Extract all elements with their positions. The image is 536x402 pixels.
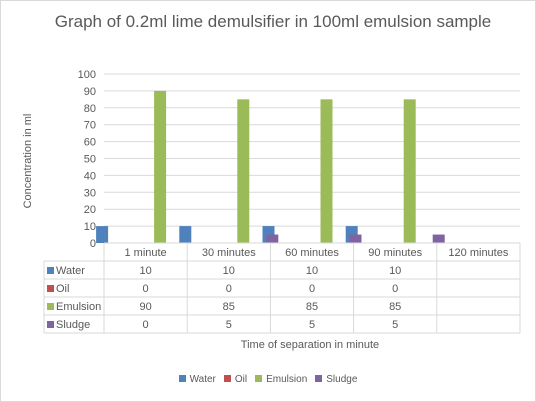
y-tick-label: 90	[84, 86, 96, 98]
table-cell: 5	[309, 319, 315, 331]
legend-label: Sludge	[326, 374, 358, 385]
table-row-label: Oil	[56, 283, 69, 295]
chart-title: Graph of 0.2ml lime demulsifier in 100ml…	[54, 12, 492, 31]
table-cell: 10	[306, 265, 318, 277]
legend-swatch	[178, 374, 186, 382]
bar-water-30-minutes	[179, 226, 192, 243]
table-cell: 10	[139, 265, 151, 277]
bar-water-1-minute	[96, 226, 109, 243]
table-cell: 90	[139, 301, 151, 313]
bar-sludge-30-minutes	[266, 234, 279, 243]
y-tick-label: 40	[84, 170, 96, 182]
table-row-label: Sludge	[56, 319, 90, 331]
table-swatch-emulsion	[47, 303, 54, 310]
bar-emulsion-30-minutes	[237, 99, 250, 243]
legend-swatch	[255, 374, 263, 382]
x-tick-label: 90 minutes	[368, 247, 422, 259]
legend-item-oil: Oil	[223, 374, 248, 385]
x-axis-label: Time of separation in minute	[240, 339, 380, 351]
x-tick-label: 60 minutes	[285, 247, 339, 259]
legend-swatch	[315, 374, 323, 382]
y-tick-label: 80	[84, 103, 96, 115]
table-cell: 0	[392, 283, 398, 295]
table-cell: 85	[306, 301, 318, 313]
x-tick-label: 1 minute	[124, 247, 166, 259]
table-cell: 0	[226, 283, 232, 295]
y-tick-label: 20	[84, 204, 96, 216]
table-cell: 85	[223, 301, 235, 313]
table-swatch-oil	[47, 285, 54, 292]
table-cell: 10	[389, 265, 401, 277]
x-tick-label: 120 minutes	[448, 247, 508, 259]
table-cell: 5	[226, 319, 232, 331]
y-tick-label: 30	[84, 187, 96, 199]
y-tick-label: 60	[84, 137, 96, 149]
legend-item-emulsion: Emulsion	[255, 374, 307, 385]
legend-label: Oil	[234, 374, 248, 385]
bar-emulsion-60-minutes	[320, 99, 333, 243]
bar-emulsion-1-minute	[154, 90, 167, 244]
bar-emulsion-90-minutes	[403, 99, 416, 243]
legend-label: Water	[189, 374, 216, 385]
y-tick-label: 0	[90, 238, 96, 250]
legend-item-sludge: Sludge	[315, 374, 357, 385]
y-tick-label: 100	[78, 69, 96, 81]
legend-label: Emulsion	[266, 374, 308, 385]
x-tick-label: 30 minutes	[202, 247, 256, 259]
table-cell: 85	[389, 301, 401, 313]
bar-sludge-60-minutes	[349, 234, 362, 243]
table-swatch-sludge	[47, 321, 54, 328]
table-cell: 5	[392, 319, 398, 331]
legend-item-water: Water	[178, 374, 216, 385]
legend-swatch	[223, 374, 231, 382]
table-row-label: Emulsion	[56, 301, 101, 313]
table-cell: 0	[143, 319, 149, 331]
table-cell: 0	[143, 283, 149, 295]
y-tick-label: 50	[84, 154, 96, 166]
table-swatch-water	[47, 267, 54, 274]
table-row-label: Water	[56, 265, 85, 277]
y-tick-label: 70	[84, 120, 96, 132]
chart-legend: Water Oil Emulsion Sludge	[0, 374, 536, 385]
y-tick-label: 10	[84, 221, 96, 233]
table-cell: 0	[309, 283, 315, 295]
bar-sludge-90-minutes	[432, 234, 445, 243]
table-cell: 10	[223, 265, 235, 277]
